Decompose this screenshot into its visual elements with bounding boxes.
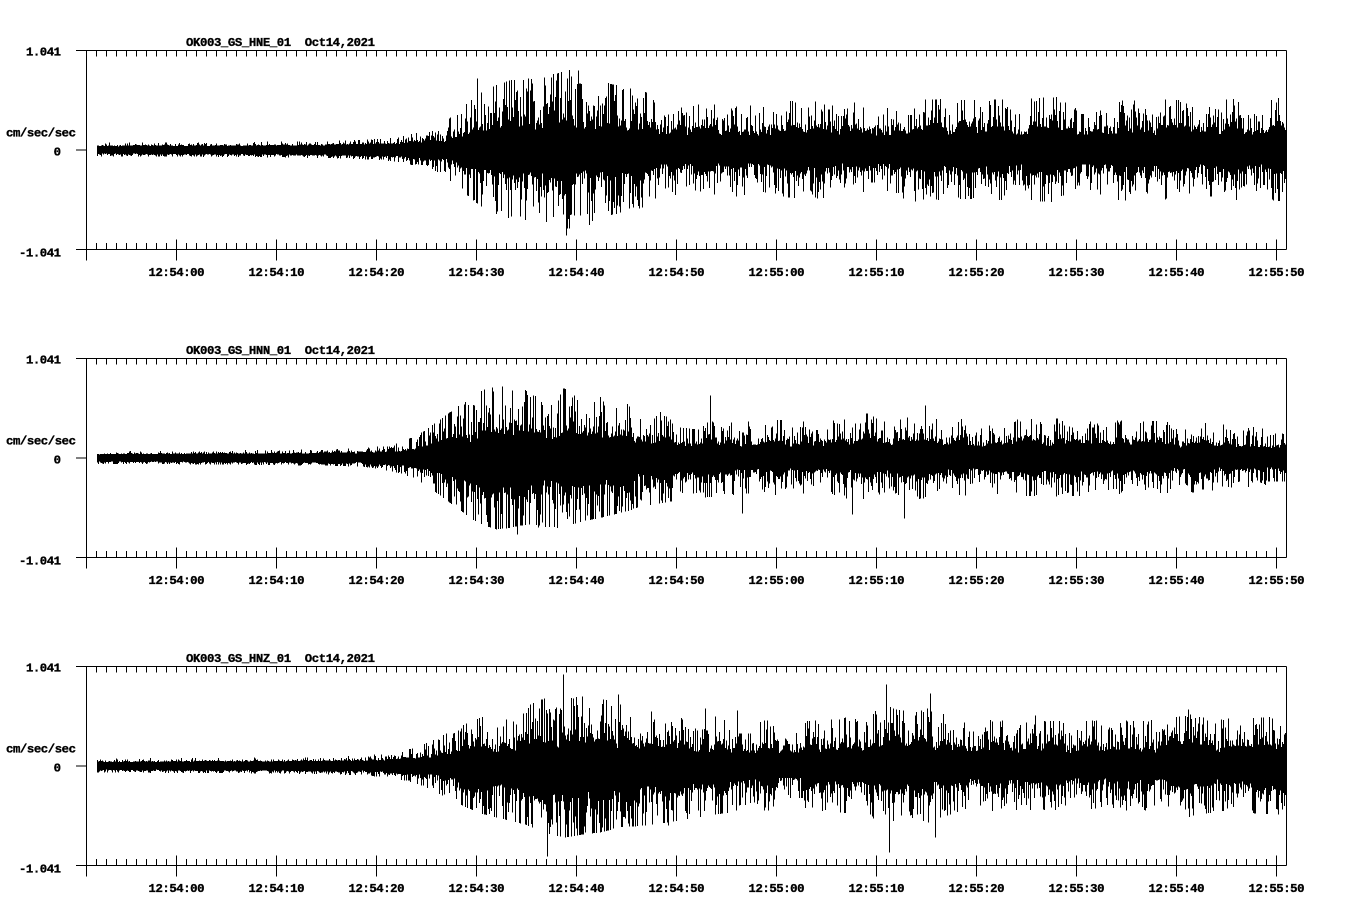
svg-text:OK003_GS_HNZ_01 Oct14,2021: OK003_GS_HNZ_01 Oct14,2021: [186, 652, 375, 666]
svg-text:12:55:30: 12:55:30: [1049, 882, 1105, 896]
svg-text:-1.041: -1.041: [19, 554, 61, 568]
svg-text:12:54:50: 12:54:50: [649, 266, 705, 280]
svg-text:12:55:30: 12:55:30: [1049, 574, 1105, 588]
svg-text:12:55:10: 12:55:10: [849, 266, 905, 280]
svg-text:0: 0: [54, 761, 61, 775]
svg-text:12:55:20: 12:55:20: [949, 882, 1005, 896]
svg-text:12:54:40: 12:54:40: [549, 882, 605, 896]
svg-text:12:54:00: 12:54:00: [149, 266, 205, 280]
svg-text:12:54:20: 12:54:20: [349, 882, 405, 896]
svg-text:12:54:10: 12:54:10: [249, 574, 305, 588]
svg-text:12:54:40: 12:54:40: [549, 266, 605, 280]
svg-text:1.041: 1.041: [26, 353, 61, 367]
svg-text:0: 0: [54, 145, 61, 159]
svg-text:12:54:10: 12:54:10: [249, 266, 305, 280]
svg-text:12:55:00: 12:55:00: [749, 266, 805, 280]
svg-text:12:54:50: 12:54:50: [649, 882, 705, 896]
svg-text:-1.041: -1.041: [19, 246, 61, 260]
svg-text:12:55:50: 12:55:50: [1249, 574, 1305, 588]
svg-text:12:55:40: 12:55:40: [1149, 574, 1205, 588]
svg-text:1.041: 1.041: [26, 45, 61, 59]
svg-text:OK003_GS_HNN_01 Oct14,2021: OK003_GS_HNN_01 Oct14,2021: [186, 344, 375, 358]
svg-text:12:54:30: 12:54:30: [449, 574, 505, 588]
svg-text:12:55:00: 12:55:00: [749, 882, 805, 896]
svg-text:12:55:40: 12:55:40: [1149, 266, 1205, 280]
svg-text:OK003_GS_HNE_01 Oct14,2021: OK003_GS_HNE_01 Oct14,2021: [186, 36, 375, 50]
svg-text:12:55:00: 12:55:00: [749, 574, 805, 588]
svg-text:cm/sec/sec: cm/sec/sec: [6, 434, 76, 448]
svg-text:12:54:00: 12:54:00: [149, 882, 205, 896]
svg-text:0: 0: [54, 453, 61, 467]
svg-text:12:54:20: 12:54:20: [349, 266, 405, 280]
svg-text:12:54:20: 12:54:20: [349, 574, 405, 588]
svg-text:12:54:30: 12:54:30: [449, 266, 505, 280]
svg-text:12:54:10: 12:54:10: [249, 882, 305, 896]
svg-text:12:55:50: 12:55:50: [1249, 266, 1305, 280]
svg-text:cm/sec/sec: cm/sec/sec: [6, 742, 76, 756]
svg-text:12:55:50: 12:55:50: [1249, 882, 1305, 896]
svg-text:12:55:10: 12:55:10: [849, 574, 905, 588]
svg-text:cm/sec/sec: cm/sec/sec: [6, 126, 76, 140]
svg-text:12:55:20: 12:55:20: [949, 574, 1005, 588]
svg-text:12:55:40: 12:55:40: [1149, 882, 1205, 896]
svg-text:12:54:50: 12:54:50: [649, 574, 705, 588]
svg-text:12:55:10: 12:55:10: [849, 882, 905, 896]
svg-text:12:55:30: 12:55:30: [1049, 266, 1105, 280]
svg-text:12:54:00: 12:54:00: [149, 574, 205, 588]
svg-text:-1.041: -1.041: [19, 862, 61, 876]
svg-text:12:55:20: 12:55:20: [949, 266, 1005, 280]
svg-text:12:54:30: 12:54:30: [449, 882, 505, 896]
svg-text:1.041: 1.041: [26, 661, 61, 675]
svg-text:12:54:40: 12:54:40: [549, 574, 605, 588]
